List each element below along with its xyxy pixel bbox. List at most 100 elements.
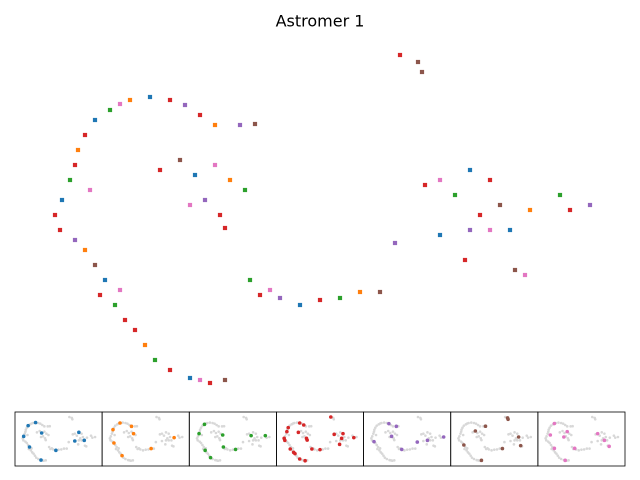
panel-point <box>441 435 446 439</box>
panel-point-muted <box>420 433 423 436</box>
panel-point <box>518 443 523 448</box>
panel-point <box>39 431 44 435</box>
panel-point <box>285 429 289 434</box>
panel-point-muted <box>44 438 48 442</box>
panel-point-muted <box>71 417 74 421</box>
panel-point-muted <box>152 447 156 450</box>
panel-point-muted <box>544 439 548 442</box>
panel-point-muted <box>91 436 94 439</box>
point <box>257 292 263 298</box>
point <box>487 227 493 233</box>
panel-point <box>82 438 87 443</box>
point <box>392 240 398 246</box>
panel-point-muted <box>164 439 168 442</box>
point <box>242 187 248 193</box>
panel-point-muted <box>557 456 561 459</box>
panel-point-muted <box>376 445 380 449</box>
panel-point-muted <box>477 435 481 438</box>
panel-point-muted <box>198 440 202 443</box>
panel-point <box>607 444 611 449</box>
panel-point <box>563 458 567 463</box>
panel-point-muted <box>30 422 33 425</box>
panel-point-muted <box>515 439 519 442</box>
panel-point-muted <box>608 436 612 439</box>
panel-point-muted <box>555 452 558 455</box>
point <box>317 297 323 303</box>
panel-point-muted <box>195 437 199 440</box>
panel-point-muted <box>392 438 396 442</box>
panel-point-muted <box>571 424 574 428</box>
panel-point-muted <box>117 447 120 450</box>
panel-point-muted <box>158 417 161 421</box>
panel-point-muted <box>612 434 616 437</box>
panel-point <box>473 429 478 433</box>
panel-point <box>33 420 38 425</box>
panel-point-muted <box>549 424 553 427</box>
panel-point-muted <box>355 435 358 439</box>
panel-point-muted <box>513 439 516 442</box>
panel-point-muted <box>471 431 474 434</box>
panel-point-muted <box>44 459 48 462</box>
panel-point-muted <box>73 432 77 435</box>
panel-point-muted <box>563 423 567 427</box>
panel-point <box>548 433 553 437</box>
panel-point-muted <box>57 448 60 451</box>
point <box>507 227 513 233</box>
panel-point-muted <box>251 443 254 446</box>
panel-point-muted <box>470 456 474 459</box>
panel-point-muted <box>605 439 609 442</box>
panel-point-muted <box>556 454 560 457</box>
panel-point-muted <box>299 429 303 433</box>
panel-point-muted <box>422 439 425 443</box>
panel-point-muted <box>128 459 131 462</box>
point <box>72 237 78 243</box>
panel-point <box>394 424 399 429</box>
panel-point-muted <box>336 434 340 437</box>
panel-point-muted <box>199 426 203 429</box>
panel-point-muted <box>206 452 210 455</box>
panel-point-muted <box>254 439 258 442</box>
panel-point-muted <box>490 449 493 452</box>
panel-point-muted <box>334 439 338 443</box>
point <box>357 289 363 295</box>
point <box>117 287 123 293</box>
point <box>452 192 458 198</box>
panel-point-muted <box>220 425 224 428</box>
panel-point-muted <box>216 435 219 438</box>
panel-point-muted <box>374 426 377 429</box>
panel-point-muted <box>559 421 563 425</box>
point <box>467 227 473 233</box>
panel-point-muted <box>116 449 120 452</box>
panel-point-muted <box>385 457 389 461</box>
panel-point-muted <box>36 421 40 425</box>
panel-point-muted <box>162 434 166 437</box>
panel-point-muted <box>380 452 384 455</box>
panel-point-muted <box>389 459 393 462</box>
point <box>567 207 573 213</box>
panel-point-muted <box>373 428 376 431</box>
panel-point-muted <box>32 452 35 455</box>
panel-point-muted <box>113 424 117 427</box>
panel-point-muted <box>495 448 499 451</box>
panel-point-muted <box>77 439 81 442</box>
panel-point-muted <box>259 445 262 448</box>
point <box>147 94 153 100</box>
panel-point-muted <box>503 415 507 419</box>
panel-point-muted <box>546 430 550 433</box>
panel-point-muted <box>308 433 312 437</box>
panel-point-muted <box>80 439 83 442</box>
panel-point-muted <box>518 439 522 442</box>
panel-point-muted <box>405 448 409 451</box>
point <box>112 302 118 308</box>
panel-point-muted <box>29 449 33 452</box>
panel-point-muted <box>344 439 347 442</box>
panel-point-muted <box>85 436 89 439</box>
panel-point-muted <box>303 435 306 438</box>
panel-point-muted <box>596 439 599 443</box>
panel-point-muted <box>546 432 549 435</box>
panel-point-muted <box>561 422 565 425</box>
panel-point-muted <box>375 424 379 427</box>
panel-point-muted <box>590 415 594 419</box>
panel-point-muted <box>391 430 395 433</box>
